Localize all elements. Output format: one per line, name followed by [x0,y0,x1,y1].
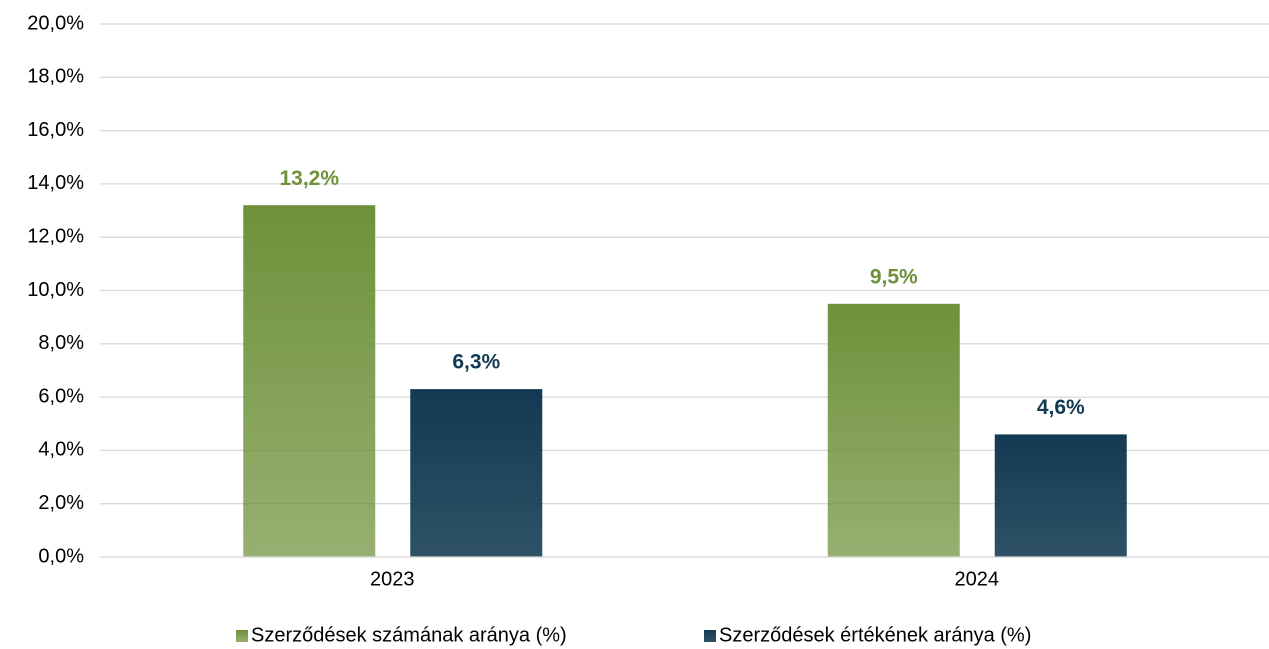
bar [994,434,1127,557]
y-tick-label: 20,0% [27,12,84,34]
y-tick-label: 18,0% [27,66,84,88]
x-tick-label: 2024 [955,568,1000,590]
y-tick-label: 0,0% [38,545,84,567]
legend-label: Szerződések értékének aránya (%) [719,624,1031,646]
y-tick-label: 6,0% [38,385,84,407]
value-label: 6,3% [452,351,500,374]
y-tick-label: 12,0% [27,225,84,247]
legend-swatch [236,630,248,642]
y-tick-label: 16,0% [27,119,84,141]
value-label: 9,5% [870,265,918,288]
y-tick-label: 14,0% [27,172,84,194]
value-label: 13,2% [279,167,339,190]
y-tick-label: 8,0% [38,332,84,354]
legend-label: Szerződések számának aránya (%) [251,624,567,646]
y-tick-label: 10,0% [27,279,84,301]
x-tick-label: 2023 [370,568,415,590]
value-label: 4,6% [1037,396,1085,419]
y-tick-label: 4,0% [38,439,84,461]
bar [827,303,960,557]
y-tick-label: 2,0% [38,492,84,514]
legend-swatch [704,630,716,642]
bar [410,389,543,557]
bar [243,205,376,557]
